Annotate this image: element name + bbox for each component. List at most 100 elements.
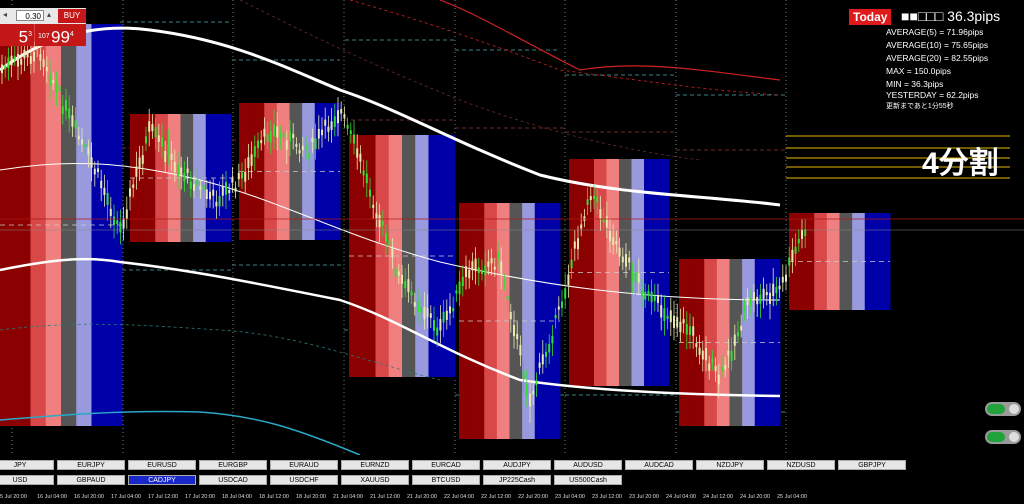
candle-body (759, 294, 762, 304)
candle-body (455, 290, 458, 294)
lot-increase-icon[interactable]: ▴ (47, 10, 52, 19)
candle-body (337, 110, 339, 124)
candle-body (647, 291, 650, 295)
time-axis-label: 21 Jul 04:00 (333, 494, 363, 500)
sell-price-box[interactable]: 53 (0, 24, 34, 47)
session-box (789, 213, 891, 310)
symbol-button-audjpy[interactable]: AUDJPY (483, 460, 551, 470)
time-axis-label: 17 Jul 12:00 (148, 494, 178, 500)
candle-body (353, 134, 355, 144)
toggle-switch-1[interactable] (985, 402, 1021, 416)
symbol-button-nzdusd[interactable]: NZDUSD (767, 460, 835, 470)
toggle-switch-2[interactable] (985, 430, 1021, 444)
candle-body (305, 146, 307, 150)
symbol-button-us500cash[interactable]: US500Cash (554, 475, 622, 485)
candle-body (679, 321, 682, 333)
symbol-button-audcad[interactable]: AUDCAD (625, 460, 693, 470)
symbol-button-gbpjpy[interactable]: GBPJPY (838, 460, 906, 470)
candle-body (74, 120, 77, 129)
session-box (569, 159, 670, 386)
buy-price-small: 107 (38, 33, 50, 40)
time-axis-label: 24 Jul 04:00 (666, 494, 696, 500)
candle-body (474, 258, 477, 272)
candle-body (525, 384, 528, 396)
lot-size-input[interactable]: 0.30 (16, 10, 44, 21)
candle-body (669, 310, 672, 323)
candle-body (55, 81, 58, 92)
candle-body (804, 229, 807, 236)
symbol-button-jpy[interactable]: JPY (0, 460, 54, 470)
candle-body (493, 266, 496, 270)
candle-body (141, 155, 144, 164)
candle-body (733, 334, 736, 346)
symbol-button-usd[interactable]: USD (0, 475, 54, 485)
session-box (679, 259, 781, 426)
session-box (130, 114, 232, 242)
time-axis-label: 24 Jul 20:00 (740, 494, 770, 500)
candle-body (356, 148, 359, 158)
session-strip (193, 114, 207, 242)
symbol-button-btcusd[interactable]: BTCUSD (412, 475, 480, 485)
symbol-button-usdcad[interactable]: USDCAD (199, 475, 267, 485)
symbol-button-audusd[interactable]: AUDUSD (554, 460, 622, 470)
trade-panel-top-row: ◂ 0.30 ▴ BUY (0, 8, 86, 24)
symbol-button-usdchf[interactable]: USDCHF (270, 475, 338, 485)
candle-body (433, 320, 435, 331)
session-strip (15, 24, 31, 426)
symbol-button-eurjpy[interactable]: EURJPY (57, 460, 125, 470)
symbol-button-euraud[interactable]: EURAUD (270, 460, 338, 470)
price-chart[interactable] (0, 0, 1024, 455)
candle-body (263, 128, 266, 137)
candle-body (641, 289, 643, 297)
candle-body (113, 216, 115, 226)
candle-body (103, 187, 106, 196)
candle-body (401, 274, 403, 284)
candle-body (1, 64, 3, 74)
candle-body (10, 55, 13, 66)
symbol-button-eurusd[interactable]: EURUSD (128, 460, 196, 470)
lot-decrease-icon[interactable]: ◂ (3, 10, 8, 19)
time-axis-label: 21 Jul 12:00 (370, 494, 400, 500)
candle-body (685, 323, 688, 335)
candle-body (577, 238, 579, 250)
time-axis-label: 25 Jul 04:00 (777, 494, 807, 500)
candle-body (740, 325, 743, 331)
symbol-button-gbpaud[interactable]: GBPAUD (57, 475, 125, 485)
buy-button[interactable]: BUY (58, 9, 86, 23)
envelope-band-line (0, 257, 781, 398)
time-axis-label: 23 Jul 12:00 (592, 494, 622, 500)
candle-body (221, 186, 224, 196)
candle-body (801, 229, 803, 239)
buy-price-big: 994 (51, 24, 74, 49)
symbol-button-eurcad[interactable]: EURCAD (412, 460, 480, 470)
symbol-button-cadjpy[interactable]: CADJPY (128, 475, 196, 485)
candle-body (602, 218, 605, 223)
symbol-button-jp225cash[interactable]: JP225Cash (483, 475, 551, 485)
candle-body (173, 162, 176, 173)
session-strip (569, 159, 582, 386)
symbol-button-nzdjpy[interactable]: NZDJPY (696, 460, 764, 470)
session-strip (742, 259, 756, 426)
candle-body (420, 306, 423, 313)
candle-body (375, 213, 378, 219)
candle-body (461, 276, 464, 287)
candle-body (673, 315, 675, 328)
candle-body (273, 124, 275, 137)
candle-body (125, 209, 128, 219)
candle-body (93, 168, 96, 175)
session-strip (631, 159, 645, 386)
candle-body (202, 184, 205, 191)
symbol-button-xauusd[interactable]: XAUUSD (341, 475, 409, 485)
candle-body (586, 199, 589, 205)
candle-body (509, 312, 512, 320)
candle-body (778, 285, 781, 290)
candle-body (129, 188, 131, 197)
candle-body (449, 306, 451, 314)
symbol-button-eurnzd[interactable]: EURNZD (341, 460, 409, 470)
candle-body (33, 51, 35, 62)
buy-price-box[interactable]: 107 994 (35, 24, 86, 49)
candle-body (87, 147, 90, 156)
candle-body (180, 167, 183, 177)
session-strip (0, 24, 16, 426)
symbol-button-eurgbp[interactable]: EURGBP (199, 460, 267, 470)
